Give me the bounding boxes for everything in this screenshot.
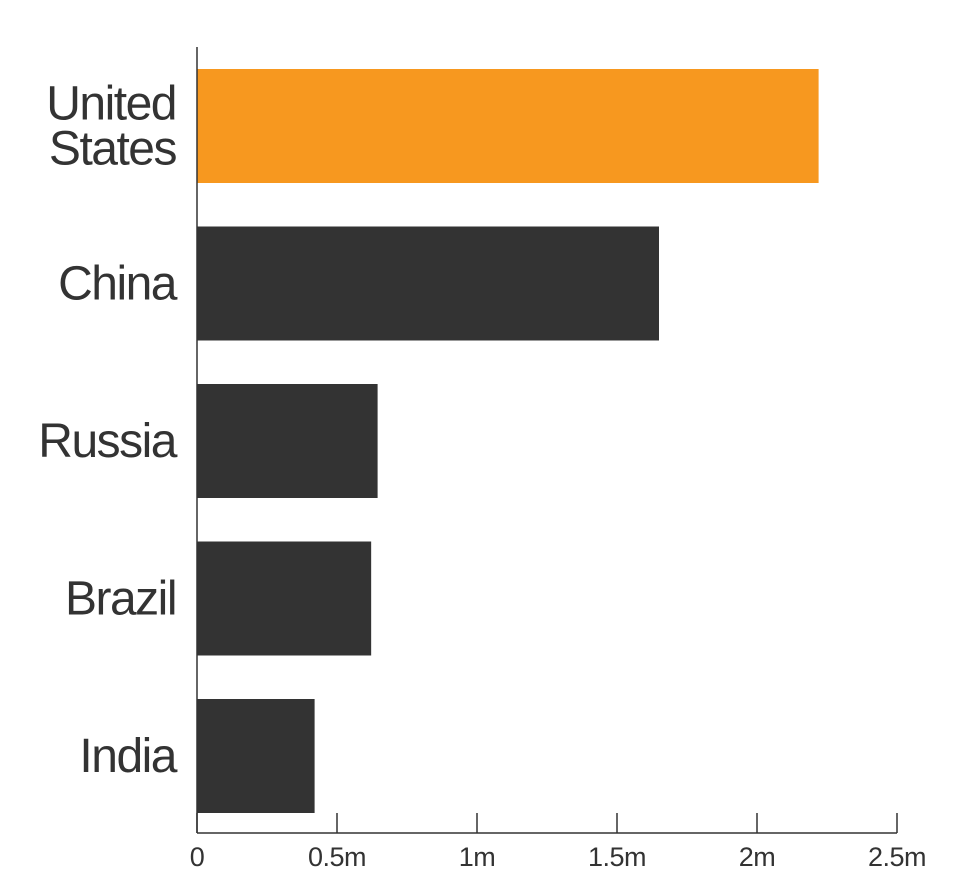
category-label-line: States	[49, 123, 177, 176]
category-label: United States	[46, 78, 176, 176]
category-label-line: Brazil	[65, 573, 176, 626]
x-tick-label: 1m	[459, 842, 496, 872]
category-label: China	[58, 258, 178, 311]
category-label: Russia	[38, 415, 178, 468]
bar-china	[197, 226, 659, 341]
x-tick-label: 2.5m	[868, 842, 926, 872]
bars	[197, 69, 819, 813]
category-label-line: India	[79, 730, 177, 783]
bar-russia	[197, 384, 378, 498]
x-tick-label: 0	[190, 842, 205, 872]
category-label: India	[79, 730, 177, 783]
category-label-line: Russia	[38, 415, 178, 468]
category-label-line: China	[58, 258, 178, 311]
category-label-line: United	[46, 78, 176, 131]
x-tick-label: 1.5m	[588, 842, 646, 872]
bar-india	[197, 699, 315, 813]
bar-brazil	[197, 541, 372, 656]
category-labels: United States China Russia Brazil India	[38, 78, 179, 784]
x-tick-label: 0.5m	[308, 842, 366, 872]
bar-united-states	[197, 69, 819, 183]
category-label: Brazil	[65, 573, 176, 626]
x-tick-label: 2m	[739, 842, 776, 872]
x-axis-ticks: 0 0.5m 1m 1.5m 2m 2.5m	[190, 813, 927, 872]
